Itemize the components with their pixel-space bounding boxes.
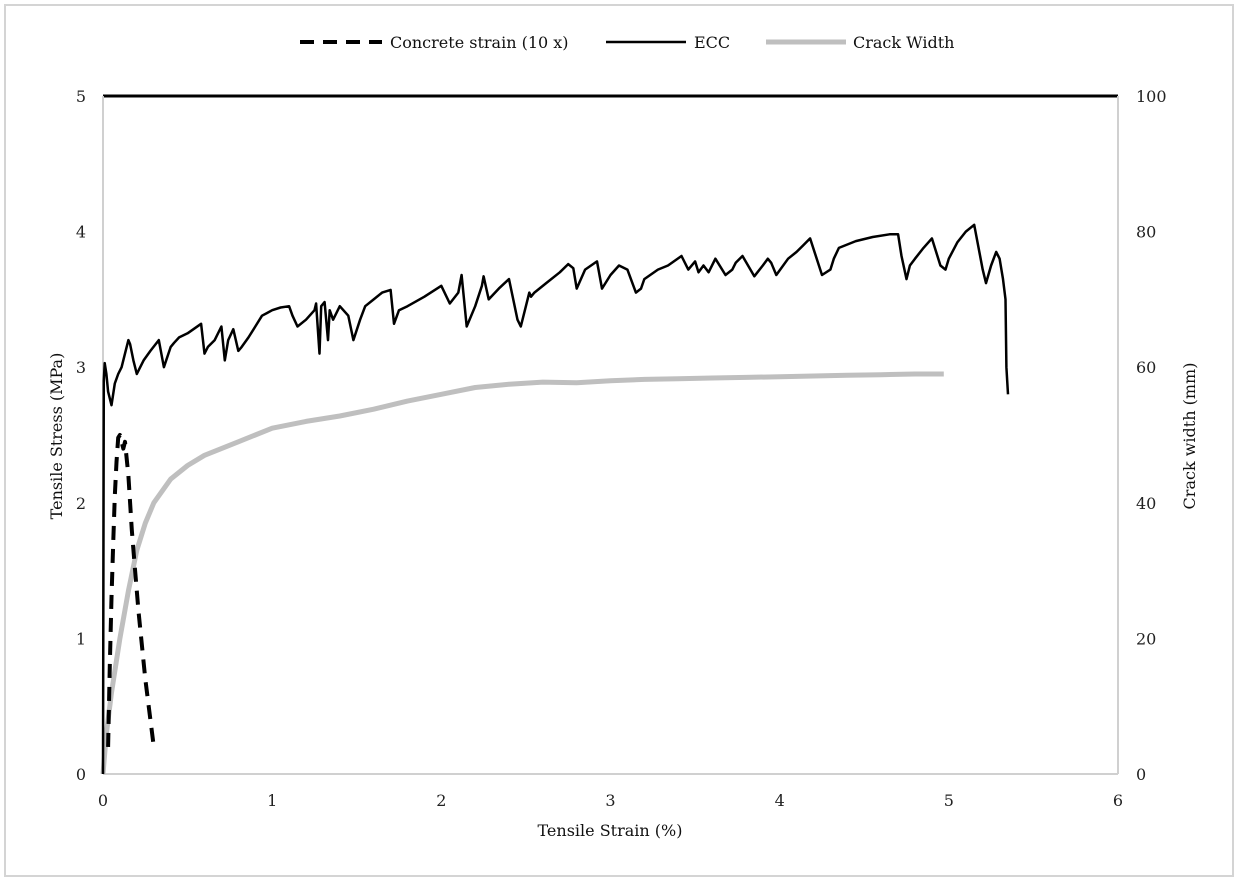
x-tick-label: 2 — [436, 791, 446, 810]
y2-tick-label: 20 — [1136, 629, 1156, 648]
x-tick-label: 5 — [944, 791, 954, 810]
y-tick-label: 3 — [76, 358, 86, 377]
y-axis-title-right: Crack width (mm) — [1180, 363, 1199, 510]
chart-frame — [4, 4, 1234, 877]
y-tick-label: 4 — [76, 223, 86, 242]
y-tick-label: 2 — [76, 494, 86, 513]
y-tick-label: 1 — [76, 629, 86, 648]
y-tick-label: 0 — [76, 765, 86, 784]
series-line-ecc — [101, 223, 1010, 775]
legend-label-ecc: ECC — [694, 33, 730, 52]
x-tick-label: 4 — [775, 791, 785, 810]
legend: Concrete strain (10 x) ECC Crack Width — [300, 33, 954, 52]
y-axis-title-left: Tensile Stress (MPa) — [47, 353, 66, 520]
x-axis-title: Tensile Strain (%) — [538, 821, 683, 840]
series-lines — [100, 223, 1010, 775]
y2-tick-label: 100 — [1136, 87, 1167, 106]
y-tick-label: 5 — [76, 87, 86, 106]
y2-tick-label: 40 — [1136, 494, 1156, 513]
x-tick-label: 6 — [1113, 791, 1123, 810]
y2-tick-label: 0 — [1136, 765, 1146, 784]
series-line-crack-width — [100, 371, 944, 775]
legend-label-crack-width: Crack Width — [853, 33, 954, 52]
series-line-concrete-strain-10-x — [106, 433, 156, 748]
x-tick-label: 3 — [605, 791, 615, 810]
x-tick-label: 1 — [267, 791, 277, 810]
x-tick-label: 0 — [98, 791, 108, 810]
y2-tick-label: 60 — [1136, 358, 1156, 377]
legend-label-concrete: Concrete strain (10 x) — [390, 33, 569, 52]
y2-tick-label: 80 — [1136, 223, 1156, 242]
